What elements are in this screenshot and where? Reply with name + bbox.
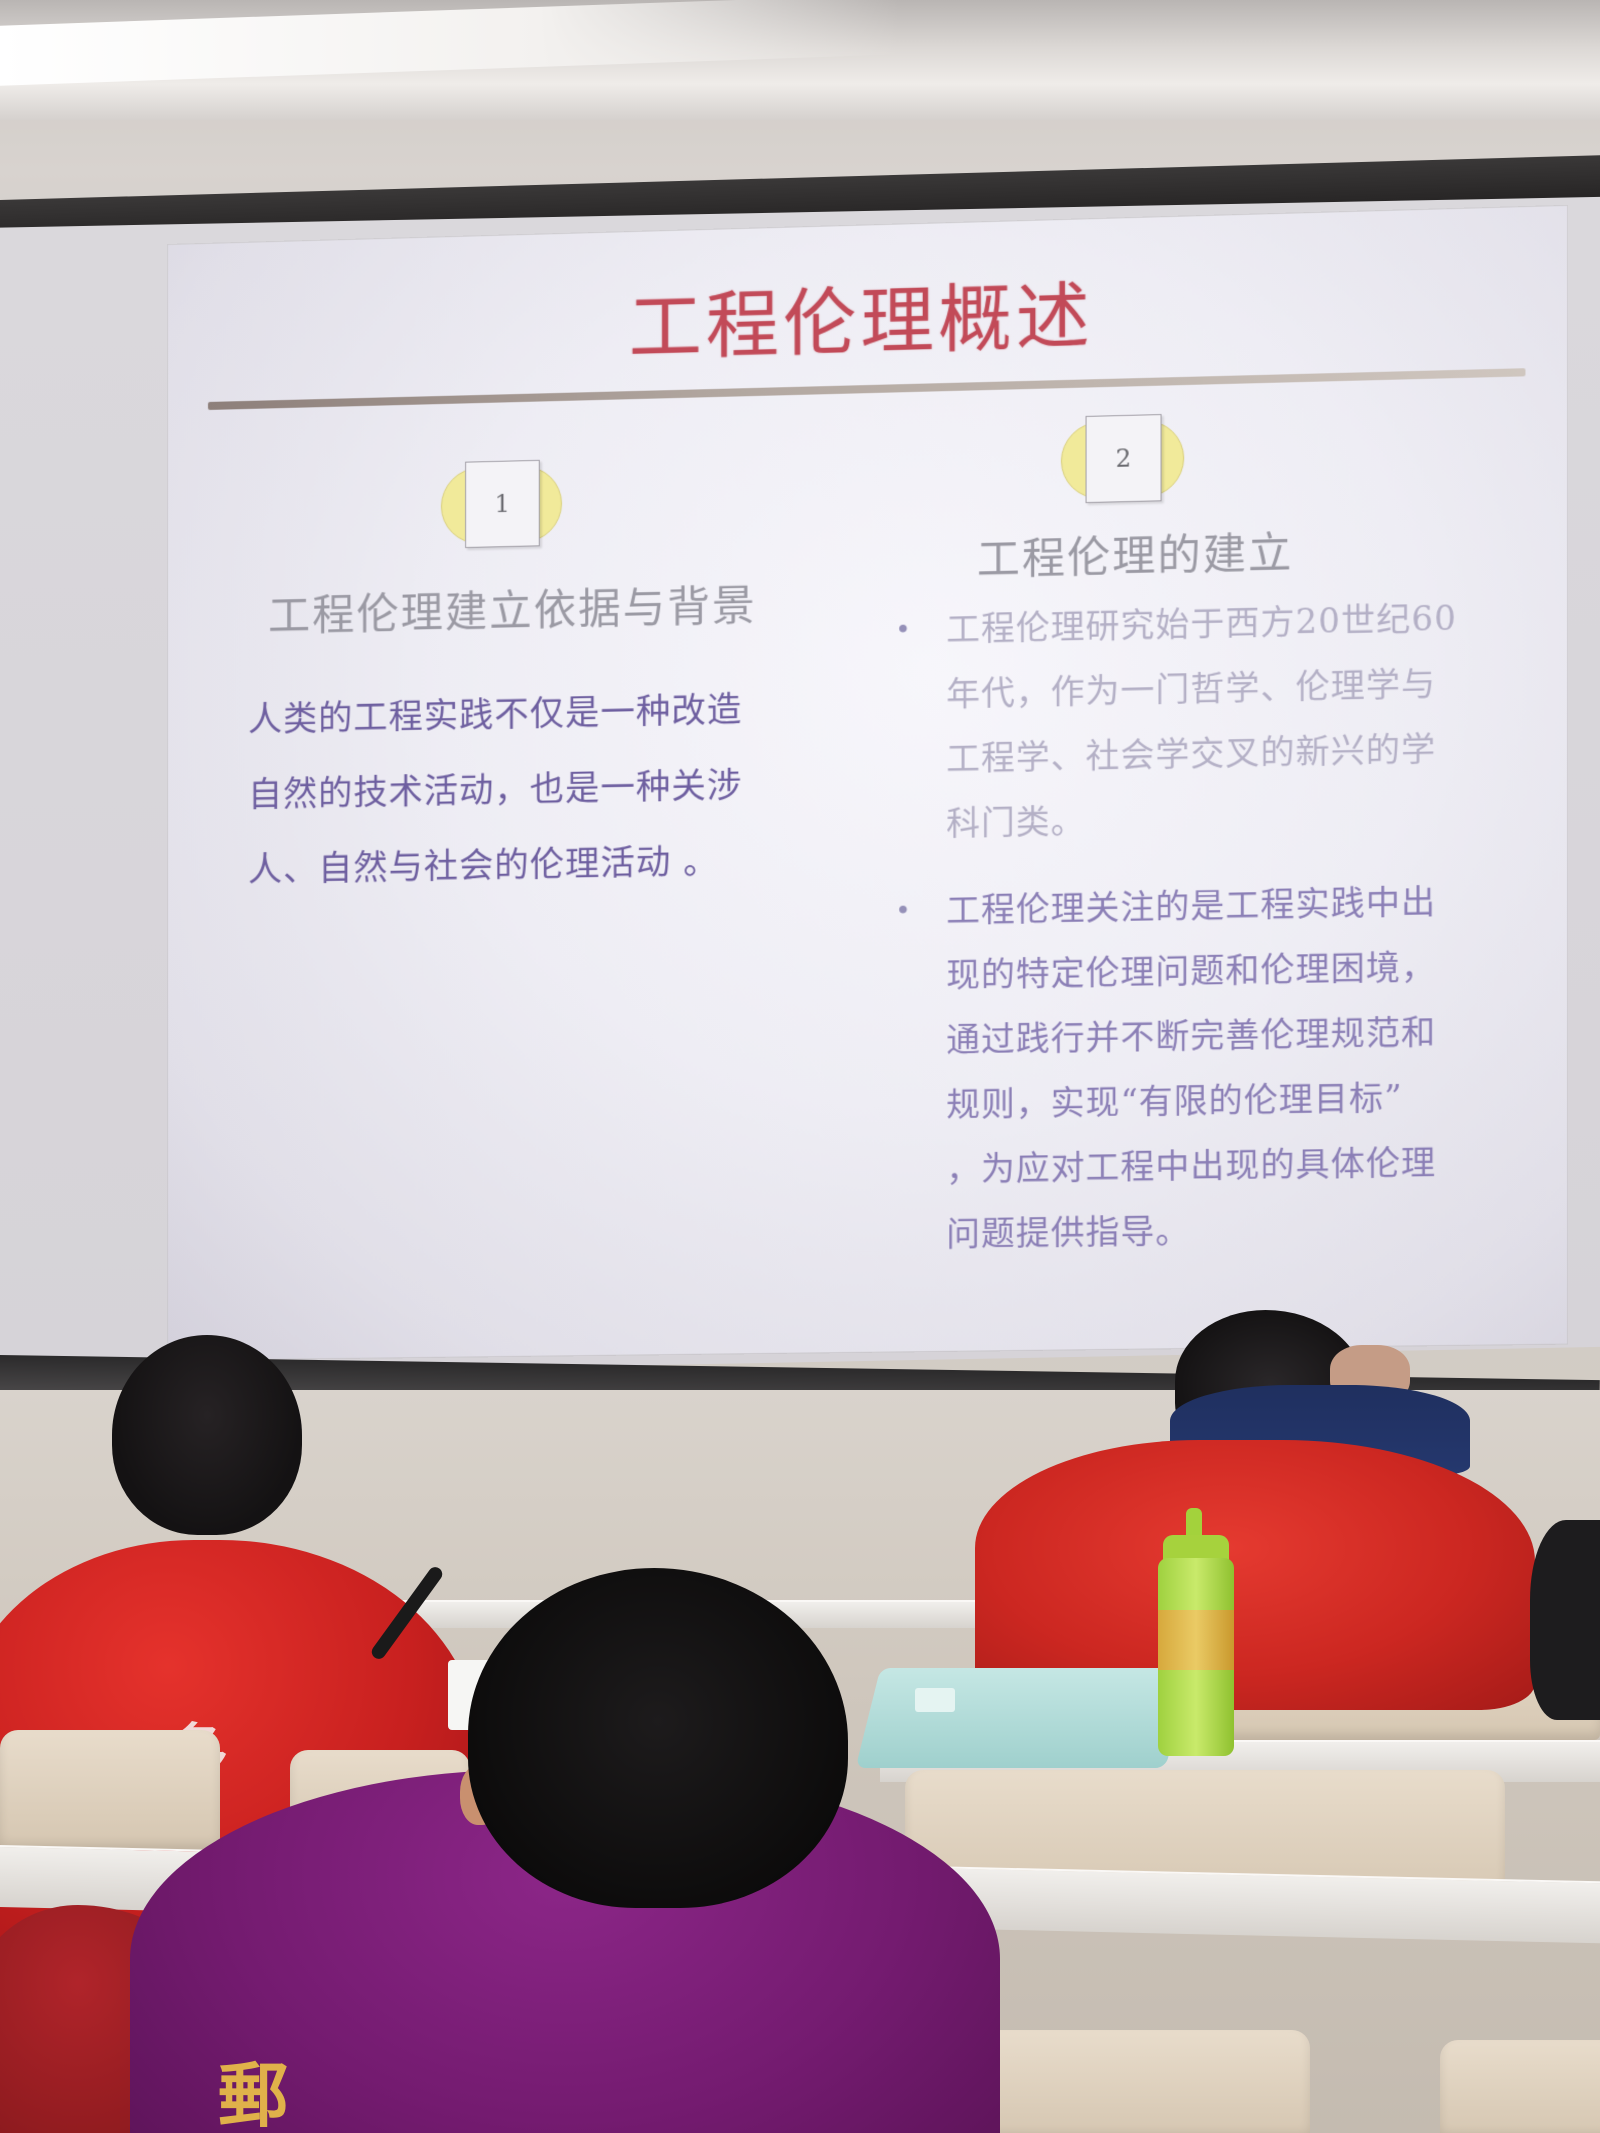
slide-title: 工程伦理概述 bbox=[168, 243, 1567, 386]
bullet-item: 工程伦理关注的是工程实践中出 现的特定伦理问题和伦理困境， 通过践行并不断完善伦… bbox=[895, 869, 1471, 1268]
student-front-hoodie-print: 郵 bbox=[218, 2040, 288, 2133]
student-left-head bbox=[112, 1335, 302, 1535]
bullet-line: 年代，作为一门哲学、伦理学与 bbox=[946, 651, 1471, 727]
badge-number: 2 bbox=[1086, 414, 1162, 503]
section-badge-1: 1 bbox=[441, 465, 562, 542]
folder bbox=[856, 1668, 1191, 1768]
left-section-body: 人类的工程实践不仅是一种改造 自然的技术活动，也是一种关涉 人、自然与社会的伦理… bbox=[248, 671, 814, 908]
bullet-line: 科门类。 bbox=[946, 781, 1471, 856]
body-line: 人、自然与社会的伦理活动 。 bbox=[248, 822, 814, 908]
badge-number: 1 bbox=[465, 460, 540, 548]
body-line: 人类的工程实践不仅是一种改造 bbox=[248, 671, 814, 758]
folder-label bbox=[915, 1688, 955, 1712]
left-section-heading: 工程伦理建立依据与背景 bbox=[268, 571, 757, 643]
right-section-bullets: 工程伦理研究始于西方20世纪60 年代，作为一门哲学、伦理学与 工程学、社会学交… bbox=[895, 586, 1471, 1268]
student-far-right bbox=[1530, 1520, 1600, 1720]
student-front-head bbox=[468, 1568, 848, 1908]
bullet-line: 现的特定伦理问题和伦理困境， bbox=[946, 934, 1471, 1008]
right-section-heading: 工程伦理的建立 bbox=[977, 518, 1294, 587]
body-line: 自然的技术活动，也是一种关涉 bbox=[248, 747, 814, 834]
bullet-line: ，为应对工程中出现的具体伦理 bbox=[946, 1130, 1471, 1202]
bullet-line: 通过践行并不断完善伦理规范和 bbox=[946, 999, 1471, 1072]
bullet-line: 工程伦理关注的是工程实践中出 bbox=[946, 869, 1471, 943]
bullet-line: 规则，实现“有限的伦理目标” bbox=[946, 1064, 1471, 1137]
bullet-line: 工程伦理研究始于西方20世纪60 bbox=[946, 586, 1471, 663]
section-badge-2: 2 bbox=[1061, 420, 1184, 498]
bullet-line: 问题提供指导。 bbox=[946, 1195, 1471, 1267]
bullet-line: 工程学、社会学交叉的新兴的学 bbox=[946, 716, 1471, 792]
chair bbox=[0, 1730, 220, 1850]
chair bbox=[1440, 2040, 1600, 2133]
bullet-item: 工程伦理研究始于西方20世纪60 年代，作为一门哲学、伦理学与 工程学、社会学交… bbox=[895, 586, 1471, 858]
presentation-slide: 工程伦理概述 1 工程伦理建立依据与背景 人类的工程实践不仅是一种改造 自然的技… bbox=[168, 206, 1567, 1360]
bottle-band bbox=[1158, 1610, 1234, 1670]
